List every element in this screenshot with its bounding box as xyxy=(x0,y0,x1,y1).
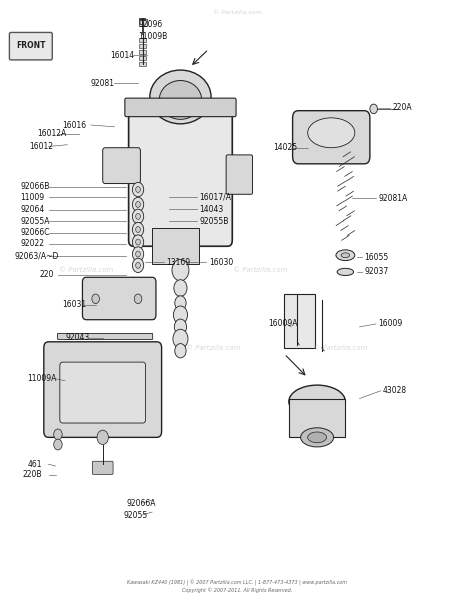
Circle shape xyxy=(97,430,109,445)
Text: 16009: 16009 xyxy=(378,319,402,328)
Text: 92081: 92081 xyxy=(91,79,115,88)
Bar xyxy=(48,343,157,348)
Bar xyxy=(139,38,146,42)
Text: 14025: 14025 xyxy=(273,143,297,152)
FancyBboxPatch shape xyxy=(289,398,346,437)
Circle shape xyxy=(175,296,186,310)
Text: 92066C: 92066C xyxy=(20,228,50,237)
Ellipse shape xyxy=(308,118,355,148)
FancyBboxPatch shape xyxy=(103,148,140,184)
Text: 461: 461 xyxy=(27,460,42,469)
Ellipse shape xyxy=(337,268,354,275)
FancyBboxPatch shape xyxy=(60,362,146,423)
Circle shape xyxy=(54,429,62,440)
Circle shape xyxy=(370,104,377,113)
Circle shape xyxy=(136,202,140,208)
Circle shape xyxy=(172,259,189,281)
Text: 16009A: 16009A xyxy=(269,319,298,328)
FancyBboxPatch shape xyxy=(82,277,156,320)
Text: 92063/A~D: 92063/A~D xyxy=(15,252,59,261)
Circle shape xyxy=(173,329,188,349)
Circle shape xyxy=(136,239,140,245)
Text: 16016: 16016 xyxy=(63,121,87,130)
Text: 16014: 16014 xyxy=(110,50,134,59)
Ellipse shape xyxy=(341,253,350,257)
Circle shape xyxy=(132,235,144,249)
Text: 92081A: 92081A xyxy=(378,194,408,203)
Text: 14043: 14043 xyxy=(199,205,224,214)
FancyBboxPatch shape xyxy=(226,155,253,194)
FancyBboxPatch shape xyxy=(92,461,113,475)
Text: 92043: 92043 xyxy=(65,333,89,342)
Bar xyxy=(139,56,146,60)
FancyBboxPatch shape xyxy=(9,32,52,60)
Text: 16012A: 16012A xyxy=(36,130,66,139)
Text: 92055B: 92055B xyxy=(199,217,228,226)
Circle shape xyxy=(132,258,144,272)
FancyBboxPatch shape xyxy=(128,103,232,246)
Ellipse shape xyxy=(150,70,211,124)
Bar xyxy=(284,294,315,348)
Circle shape xyxy=(132,182,144,197)
Text: 16055: 16055 xyxy=(364,253,389,262)
Bar xyxy=(139,19,146,26)
Circle shape xyxy=(174,319,187,335)
Ellipse shape xyxy=(336,250,355,260)
Text: 92022: 92022 xyxy=(20,239,44,248)
FancyBboxPatch shape xyxy=(57,334,153,340)
FancyBboxPatch shape xyxy=(292,110,370,164)
Bar xyxy=(139,44,146,48)
Circle shape xyxy=(136,227,140,233)
Circle shape xyxy=(132,223,144,236)
Text: 16031: 16031 xyxy=(63,300,87,309)
Ellipse shape xyxy=(301,428,334,447)
Text: 13169: 13169 xyxy=(166,258,191,267)
Text: 92064: 92064 xyxy=(20,205,45,214)
Text: 92066A: 92066A xyxy=(126,499,156,508)
Text: 43028: 43028 xyxy=(383,386,407,395)
Bar xyxy=(139,50,146,54)
Text: FRONT: FRONT xyxy=(16,41,46,50)
Text: 16017/A: 16017/A xyxy=(199,192,231,201)
Text: 92037: 92037 xyxy=(364,268,389,277)
Circle shape xyxy=(132,197,144,212)
Text: 11009B: 11009B xyxy=(138,32,167,41)
Text: 11009A: 11009A xyxy=(27,374,57,383)
Text: 92055: 92055 xyxy=(124,511,148,520)
Circle shape xyxy=(136,187,140,193)
Ellipse shape xyxy=(308,432,327,443)
Circle shape xyxy=(92,294,100,304)
Text: Kawasaki KZ440 (1981) | © 2007 Partzilla.com LLC. | 1-877-473-4373 | www.partzil: Kawasaki KZ440 (1981) | © 2007 Partzilla… xyxy=(127,580,347,593)
Text: 16012: 16012 xyxy=(30,142,54,151)
Circle shape xyxy=(173,306,188,324)
Text: 220A: 220A xyxy=(392,103,412,112)
Circle shape xyxy=(136,251,140,257)
Text: 220: 220 xyxy=(39,271,54,280)
Text: 11009: 11009 xyxy=(20,193,45,202)
Text: © Partzilla.com: © Partzilla.com xyxy=(186,345,241,351)
FancyBboxPatch shape xyxy=(44,342,162,437)
FancyBboxPatch shape xyxy=(125,98,236,116)
Ellipse shape xyxy=(289,385,346,418)
Text: © Partzilla.com: © Partzilla.com xyxy=(213,10,261,16)
Circle shape xyxy=(174,280,187,296)
Text: © Partzilla.com: © Partzilla.com xyxy=(59,267,113,273)
Circle shape xyxy=(136,262,140,268)
Circle shape xyxy=(175,344,186,358)
Text: 92055A: 92055A xyxy=(20,217,50,226)
Text: 16030: 16030 xyxy=(209,258,233,267)
Text: 220B: 220B xyxy=(23,470,42,479)
Circle shape xyxy=(132,209,144,224)
Text: © Partzilla.com: © Partzilla.com xyxy=(313,345,368,351)
Circle shape xyxy=(132,247,144,261)
Circle shape xyxy=(134,294,142,304)
Bar xyxy=(152,229,199,264)
Text: 92096: 92096 xyxy=(138,20,162,29)
Bar xyxy=(139,62,146,66)
Circle shape xyxy=(54,439,62,450)
Ellipse shape xyxy=(159,80,201,119)
Text: 92066B: 92066B xyxy=(20,182,50,191)
Text: © Partzilla.com: © Partzilla.com xyxy=(233,267,288,273)
Circle shape xyxy=(136,214,140,220)
